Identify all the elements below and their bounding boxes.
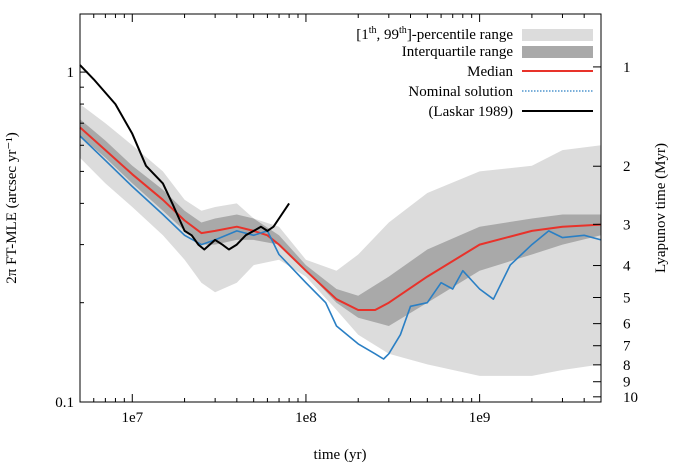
x-axis-label: time (yr): [314, 447, 367, 463]
y-tick-label: 0.1: [55, 395, 74, 411]
x-tick-label: 1e7: [121, 410, 143, 426]
laskar-1989-line: [79, 64, 290, 251]
legend-label-iqr: Interquartile range: [402, 44, 514, 60]
y2-tick-label: 1: [623, 60, 631, 76]
percentile-band: [80, 104, 601, 376]
y2-axis-label: Lyapunov time (Myr): [653, 143, 669, 273]
legend-swatch-iqr: [522, 46, 593, 58]
legend-swatch-percentile: [522, 29, 593, 41]
y2-tick-label: 4: [623, 259, 631, 275]
x-tick-label: 1e9: [469, 410, 491, 426]
y2-tick-label: 7: [623, 339, 631, 355]
plot-frame: [79, 13, 602, 403]
y2-tick-label: 6: [623, 317, 631, 333]
y2-tick-label: 2: [623, 159, 631, 175]
y2-tick-label: 3: [623, 217, 631, 233]
y-axis-label: 2π FT-MLE (arcsec yr⁻¹): [4, 132, 20, 283]
series-layer: [79, 64, 602, 360]
bands-layer: [80, 104, 601, 376]
y2-tick-label: 8: [623, 358, 631, 374]
x-tick-label: 1e8: [295, 410, 317, 426]
nominal-solution-line: [79, 135, 602, 360]
median-line: [79, 126, 602, 311]
y-tick-label: 1: [67, 65, 75, 81]
y2-tick-label: 5: [623, 291, 631, 307]
iqr-band: [80, 119, 601, 326]
y2-tick-label: 9: [623, 375, 631, 391]
legend-label-median: Median: [467, 64, 513, 80]
y2-tick-label: 10: [623, 390, 638, 406]
legend: [1th, 99th]-percentile range Interquarti…: [356, 25, 593, 120]
legend-label-nominal: Nominal solution: [408, 84, 513, 100]
legend-label-percentile: [1th, 99th]-percentile range: [356, 25, 513, 43]
legend-label-laskar: (Laskar 1989): [428, 104, 513, 120]
